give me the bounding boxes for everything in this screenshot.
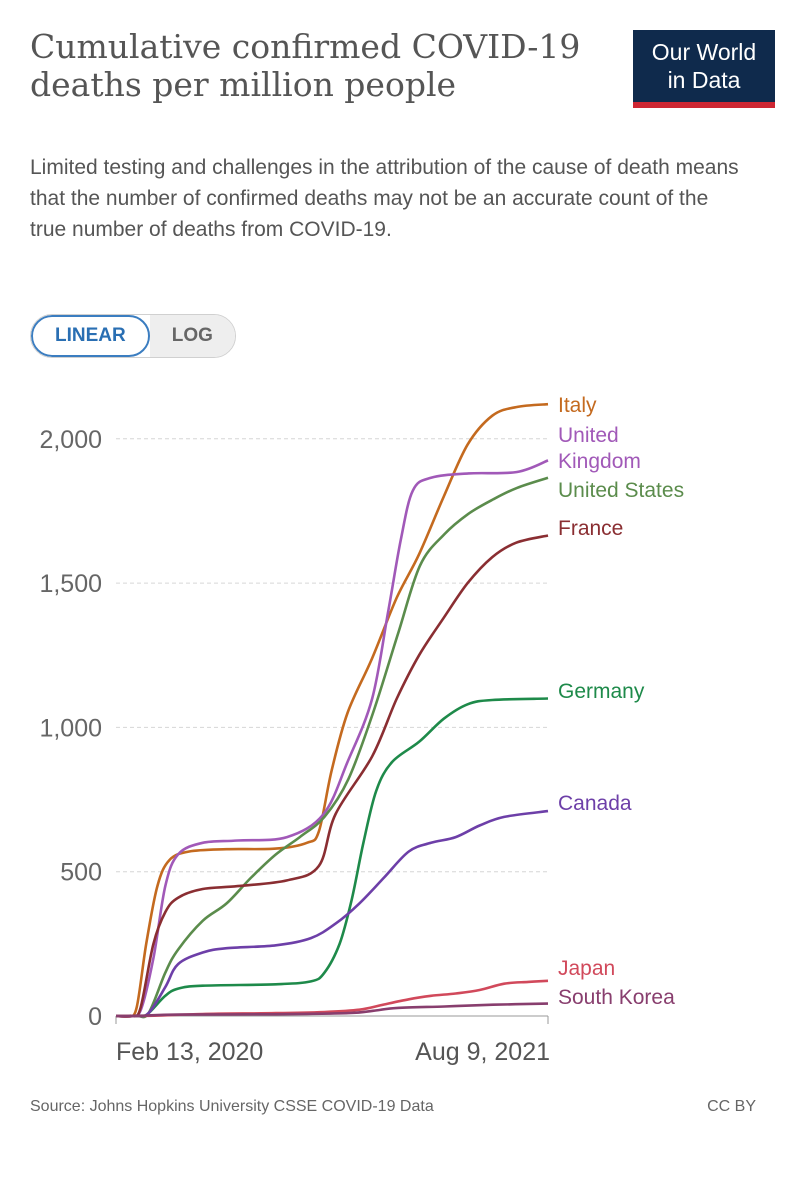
series-label-line: France [558, 517, 623, 540]
series-line-france [115, 534, 549, 1018]
license-link[interactable]: CC BY [707, 1098, 756, 1115]
series-line-japan [115, 979, 549, 1018]
series-label-line: Germany [558, 680, 645, 703]
label-layer: Italy United Kingdom United States France Ger… [558, 394, 684, 1009]
y-tick-label: 1,000 [39, 714, 102, 742]
series-line-united-states [115, 476, 549, 1019]
series-label-japan: Japan [558, 957, 615, 980]
series-label-united-states: United States [558, 479, 684, 502]
scale-toggle: LINEAR LOG [30, 314, 236, 358]
series-label-line: United [558, 424, 619, 447]
series-label-south-korea: South Korea [558, 986, 675, 1009]
series-line-united-kingdom [115, 459, 549, 1018]
source-note[interactable]: Source: Johns Hopkins University CSSE CO… [30, 1098, 434, 1115]
y-tick-label: 0 [88, 1003, 102, 1031]
series-label-france: France [558, 517, 623, 540]
logo-line-1: Our World [651, 39, 757, 65]
series-label-line: South Korea [558, 986, 675, 1009]
line-chart: 0 500 1,000 1,500 2,000 Feb 13, 2020 Aug 9, 20… [39, 394, 684, 1066]
linear-scale-button[interactable]: LINEAR [31, 315, 150, 357]
y-tick-label: 1,500 [39, 570, 102, 598]
owid-logo[interactable]: Our World in Data [633, 30, 775, 108]
series-line-italy [115, 402, 549, 1018]
series-label-line: Italy [558, 394, 597, 417]
grid-layer [116, 438, 548, 873]
series-label-canada: Canada [558, 792, 632, 815]
series-label-line: Canada [558, 792, 632, 815]
y-tick-label: 2,000 [39, 426, 102, 454]
series-label-line: United States [558, 479, 684, 502]
axis-layer: 0 500 1,000 1,500 2,000 Feb 13, 2020 Aug 9, 20… [39, 426, 550, 1066]
series-label-italy: Italy [558, 394, 597, 417]
x-tick-label: Feb 13, 2020 [116, 1038, 263, 1066]
log-scale-button[interactable]: LOG [149, 315, 235, 357]
series-layer [115, 402, 549, 1019]
series-line-south-korea [115, 1002, 549, 1018]
chart-subtitle: Limited testing and challenges in the at… [30, 156, 739, 241]
chart-title: Cumulative confirmed COVID-19 deaths per… [30, 27, 581, 104]
series-label-germany: Germany [558, 680, 645, 703]
series-line-germany [115, 697, 549, 1018]
series-line-canada [115, 809, 549, 1018]
series-label-united-kingdom: United Kingdom [558, 424, 641, 473]
series-label-line: Japan [558, 957, 615, 980]
series-label-line: Kingdom [558, 450, 641, 473]
y-tick-label: 500 [60, 859, 102, 887]
x-tick-label: Aug 9, 2021 [415, 1038, 550, 1066]
logo-line-2: in Data [667, 67, 741, 93]
